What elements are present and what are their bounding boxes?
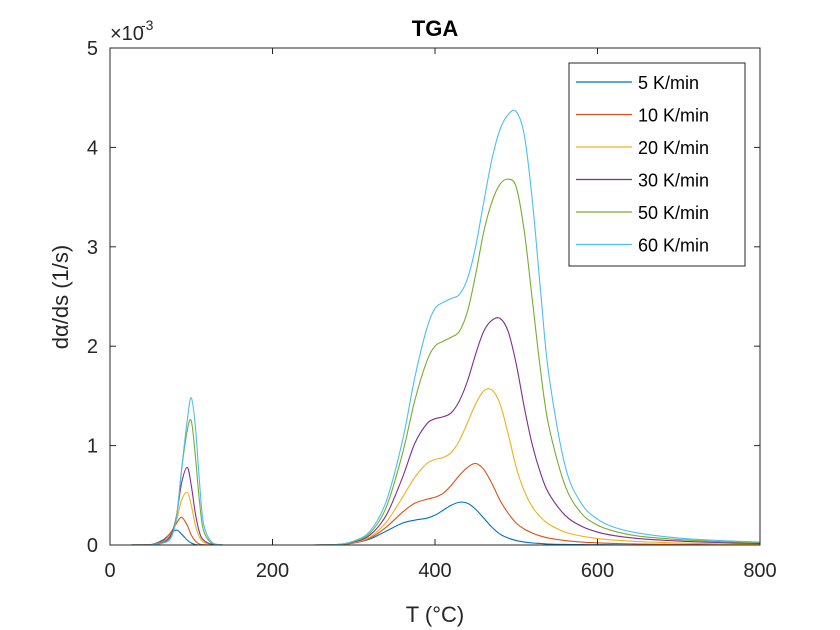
legend-item: 60 K/min: [576, 236, 709, 256]
y-exponent-base: ×10: [110, 23, 144, 45]
legend-label: 30 K/min: [638, 171, 709, 191]
x-tick-label: 0: [104, 560, 115, 582]
series-line-1: [130, 501, 760, 546]
y-tick-label: 5: [87, 38, 98, 60]
legend-item: 50 K/min: [576, 203, 709, 223]
x-tick-label: 600: [581, 560, 614, 582]
series-line-2: [130, 462, 761, 546]
y-axis-label: dα/ds (1/s): [48, 245, 73, 349]
x-tick-label: 800: [743, 560, 776, 582]
legend-item: 5 K/min: [576, 73, 699, 93]
legend-item: 10 K/min: [576, 106, 709, 126]
series-line-3: [130, 388, 761, 546]
series-line-5: [130, 178, 761, 546]
series-group: [130, 109, 761, 546]
legend-label: 20 K/min: [638, 138, 709, 158]
legend-label: 5 K/min: [638, 73, 699, 93]
y-exponent: ×10 -3: [110, 17, 154, 45]
series-line-4: [130, 317, 761, 546]
legend: 5 K/min 10 K/min 20 K/min 30 K/min 50 K/min 6…: [568, 62, 746, 267]
x-ticks: 0 200 400 600 800: [104, 48, 777, 582]
y-exponent-power: -3: [141, 17, 154, 33]
legend-item: 30 K/min: [576, 171, 709, 191]
y-tick-label: 1: [87, 436, 98, 458]
legend-label: 60 K/min: [638, 236, 709, 256]
y-tick-label: 2: [87, 336, 98, 358]
legend-items: 5 K/min 10 K/min 20 K/min 30 K/min 50 K/min 6…: [576, 73, 709, 256]
chart-title: TGA: [412, 16, 459, 41]
x-tick-label: 400: [418, 560, 451, 582]
legend-item: 20 K/min: [576, 138, 709, 158]
y-tick-label: 4: [87, 137, 98, 159]
legend-box: [568, 62, 746, 267]
legend-label: 10 K/min: [638, 106, 709, 126]
x-tick-label: 200: [256, 560, 289, 582]
legend-label: 50 K/min: [638, 203, 709, 223]
y-tick-label: 0: [87, 535, 98, 557]
y-ticks: 0 1 2 3 4 5: [87, 38, 760, 557]
series-line-6: [130, 109, 761, 546]
x-axis-label: T (°C): [406, 602, 465, 627]
y-tick-label: 3: [87, 237, 98, 259]
